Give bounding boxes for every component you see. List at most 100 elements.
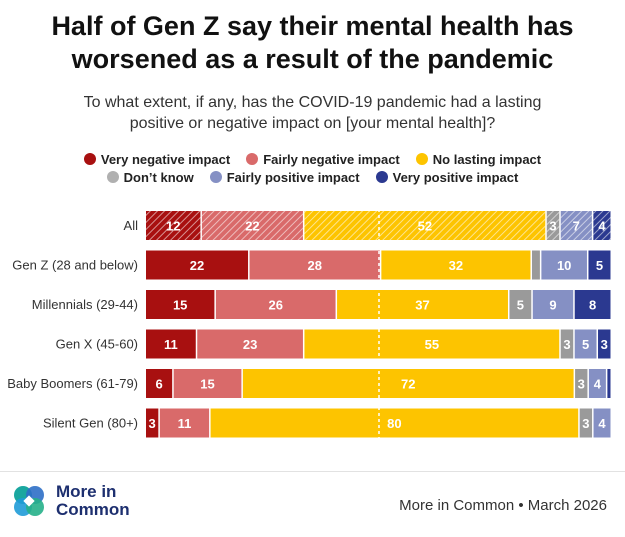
bar-baby-boomers-61-79-don-t-know <box>575 369 588 398</box>
more-in-common-logo: More in Common <box>10 482 130 520</box>
value-label-millennials-29-44-no-lasting-impact: 37 <box>415 298 429 313</box>
category-label-baby-boomers-61-79: Baby Boomers (61-79) <box>7 376 138 391</box>
legend-label-dont-know: Don’t know <box>123 169 194 185</box>
bar-baby-boomers-61-79-fairly-positive-impact <box>588 369 606 398</box>
value-label-baby-boomers-61-79-fairly-positive-impact: 4 <box>594 377 602 392</box>
legend-label-fairly-negative: Fairly negative impact <box>263 151 400 167</box>
value-label-millennials-29-44-fairly-negative-impact: 26 <box>268 298 282 313</box>
legend-item-no-lasting: No lasting impact <box>415 151 542 167</box>
bar-hatch-all-fairly-negative-impact <box>201 211 303 240</box>
bar-baby-boomers-61-79-very-positive-impact <box>607 369 611 398</box>
value-label-gen-z-28-and-below-very-positive-impact: 5 <box>596 258 603 273</box>
value-label-all-fairly-positive-impact: 7 <box>573 219 580 234</box>
value-label-all-very-negative-impact: 12 <box>166 219 180 234</box>
legend-swatch-dont-know <box>106 171 119 183</box>
legend-item-fairly-positive: Fairly positive impact <box>209 169 360 185</box>
bar-baby-boomers-61-79-very-negative-impact <box>146 369 173 398</box>
chart-title: Half of Gen Z say their mental health ha… <box>0 10 625 76</box>
legend-label-very-negative: Very negative impact <box>100 151 231 167</box>
bar-millennials-29-44-don-t-know <box>509 290 532 319</box>
bar-millennials-29-44-fairly-negative-impact <box>215 290 336 319</box>
logo-line-2: Common <box>56 500 130 519</box>
bar-hatch-all-no-lasting-impact <box>304 211 546 240</box>
bar-gen-x-45-60-fairly-positive-impact <box>574 329 597 359</box>
value-label-gen-x-45-60-fairly-positive-impact: 5 <box>582 337 589 352</box>
legend-swatch-very-positive <box>375 171 388 183</box>
category-label-silent-gen-80: Silent Gen (80+) <box>43 416 138 431</box>
legend-label-very-positive: Very positive impact <box>392 169 519 185</box>
value-label-gen-z-28-and-below-fairly-positive-impact: 10 <box>557 258 571 273</box>
value-label-millennials-29-44-don-t-know: 5 <box>517 298 524 313</box>
value-label-all-no-lasting-impact: 52 <box>418 219 432 234</box>
value-label-all-don-t-know: 3 <box>549 219 556 234</box>
bar-baby-boomers-61-79-fairly-negative-impact <box>173 369 242 398</box>
bar-gen-x-45-60-don-t-know <box>560 329 574 359</box>
legend-label-no-lasting: No lasting impact <box>432 151 542 167</box>
value-label-gen-x-45-60-very-negative-impact: 11 <box>164 337 178 352</box>
value-label-silent-gen-80-fairly-positive-impact: 4 <box>598 416 606 431</box>
legend-item-dont-know: Don’t know <box>106 169 194 185</box>
logo-text: More in Common <box>56 483 130 519</box>
bar-silent-gen-80-fairly-positive-impact <box>593 408 611 438</box>
bar-hatch-all-very-negative-impact <box>146 211 201 240</box>
source-note: More in Common • March 2026 <box>399 497 607 514</box>
value-label-gen-x-45-60-no-lasting-impact: 55 <box>425 337 439 352</box>
category-label-millennials-29-44: Millennials (29-44) <box>32 297 138 312</box>
value-label-baby-boomers-61-79-don-t-know: 3 <box>578 377 585 392</box>
value-label-all-very-positive-impact: 4 <box>598 219 606 234</box>
value-label-silent-gen-80-no-lasting-impact: 80 <box>387 416 401 431</box>
value-label-gen-z-28-and-below-no-lasting-impact: 32 <box>449 258 463 273</box>
bar-gen-x-45-60-no-lasting-impact <box>304 329 560 359</box>
bar-gen-x-45-60-very-positive-impact <box>598 329 611 359</box>
bar-hatch-all-fairly-positive-impact <box>560 211 592 240</box>
title-line-2: worsened as a result of the pandemic <box>71 44 554 74</box>
bar-silent-gen-80-fairly-negative-impact <box>159 408 210 438</box>
legend-item-fairly-negative: Fairly negative impact <box>246 152 400 167</box>
value-label-gen-z-28-and-below-very-negative-impact: 22 <box>190 258 204 273</box>
bar-silent-gen-80-no-lasting-impact <box>210 408 579 438</box>
legend-swatch-no-lasting <box>415 153 428 165</box>
value-label-gen-x-45-60-don-t-know: 3 <box>563 337 570 352</box>
value-label-gen-z-28-and-below-fairly-negative-impact: 28 <box>307 258 321 273</box>
bar-gen-z-28-and-below-very-positive-impact <box>588 250 611 280</box>
category-label-all: All <box>124 218 139 233</box>
value-label-gen-x-45-60-very-positive-impact: 3 <box>601 337 608 352</box>
subtitle-line-2: positive or negative impact on [your men… <box>129 115 496 132</box>
bar-hatch-all-don-t-know <box>546 211 560 240</box>
value-label-millennials-29-44-very-positive-impact: 8 <box>589 298 596 313</box>
logo-mark-icon <box>14 486 44 516</box>
bar-millennials-29-44-very-positive-impact <box>574 290 611 319</box>
value-label-gen-x-45-60-fairly-negative-impact: 23 <box>243 337 257 352</box>
legend-swatch-fairly-positive <box>209 171 222 183</box>
bar-silent-gen-80-very-negative-impact <box>146 408 159 438</box>
bar-gen-z-28-and-below-no-lasting-impact <box>381 250 531 280</box>
legend-item-very-positive: Very positive impact <box>375 169 519 185</box>
bar-hatch-all-very-positive-impact <box>593 211 611 240</box>
legend-row-2: Don’t know Fairly positive impact Very p… <box>0 168 625 186</box>
legend-row-1: Very negative impact Fairly negative imp… <box>0 150 625 168</box>
bar-millennials-29-44-fairly-positive-impact <box>532 290 574 319</box>
value-label-baby-boomers-61-79-very-negative-impact: 6 <box>155 377 162 392</box>
legend-item-very-negative: Very negative impact <box>83 151 231 167</box>
logo-line-1: More in <box>56 482 117 501</box>
footer-divider <box>0 471 625 472</box>
value-label-baby-boomers-61-79-fairly-negative-impact: 15 <box>200 377 214 392</box>
value-label-all-fairly-negative-impact: 22 <box>245 219 259 234</box>
legend-swatch-very-negative <box>83 153 96 165</box>
value-label-millennials-29-44-very-negative-impact: 15 <box>173 298 187 313</box>
legend-label-fairly-positive: Fairly positive impact <box>226 169 360 185</box>
category-label-gen-x-45-60: Gen X (45-60) <box>56 337 138 352</box>
bar-gen-x-45-60-fairly-negative-impact <box>197 329 303 359</box>
bar-baby-boomers-61-79-no-lasting-impact <box>242 369 574 398</box>
legend-swatch-fairly-negative <box>246 153 259 165</box>
bar-millennials-29-44-very-negative-impact <box>146 290 215 319</box>
value-label-baby-boomers-61-79-no-lasting-impact: 72 <box>401 377 415 392</box>
bar-silent-gen-80-don-t-know <box>579 408 593 438</box>
bar-gen-x-45-60-very-negative-impact <box>146 329 196 359</box>
bar-millennials-29-44-no-lasting-impact <box>337 290 508 319</box>
legend: Very negative impact Fairly negative imp… <box>0 150 625 186</box>
bar-gen-z-28-and-below-fairly-negative-impact <box>249 250 380 280</box>
value-label-silent-gen-80-don-t-know: 3 <box>582 416 589 431</box>
